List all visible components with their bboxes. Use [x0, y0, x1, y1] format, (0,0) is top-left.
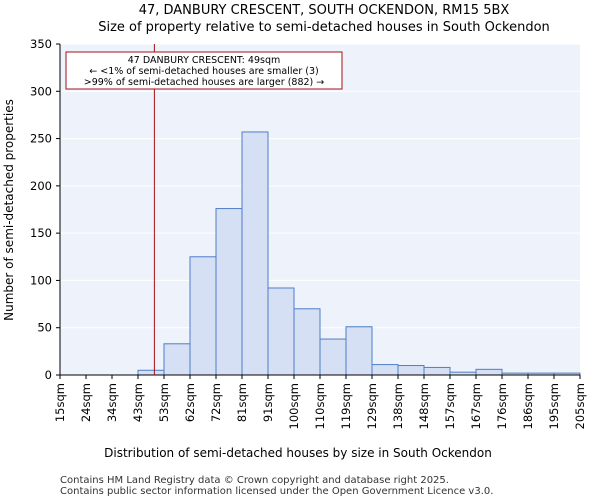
bar	[371, 364, 399, 376]
y-tick-label: 300	[30, 84, 52, 98]
y-tick-label: 100	[30, 273, 52, 287]
bar	[475, 368, 503, 376]
plot-area: 0 50 100 150 200 250 300 350 15sqm 24sqm 34sqm 43sq…	[30, 37, 587, 429]
chart-subtitle: Size of property relative to semi-detach…	[98, 20, 550, 35]
y-tick-label: 350	[30, 37, 52, 51]
bar	[163, 343, 191, 376]
chart-title: 47, DANBURY CRESCENT, SOUTH OCKENDON, RM…	[139, 3, 510, 18]
x-tick-label: 43sqm	[131, 383, 145, 422]
x-tick-label: 81sqm	[235, 383, 249, 422]
x-tick-label: 62sqm	[183, 383, 197, 422]
x-tick-label: 148sqm	[417, 383, 431, 429]
y-tick-label: 200	[30, 179, 52, 193]
x-tick-label: 24sqm	[79, 383, 93, 422]
x-tick-label: 100sqm	[287, 383, 301, 429]
y-tick-label: 150	[30, 226, 52, 240]
x-tick-label: 91sqm	[261, 383, 275, 422]
bar	[267, 287, 295, 376]
bar	[293, 308, 321, 376]
footer-line-2: Contains public sector information licen…	[60, 486, 493, 497]
annotation-line: 47 DANBURY CRESCENT: 49sqm	[128, 55, 280, 66]
x-tick-label: 129sqm	[365, 383, 379, 429]
bar	[189, 256, 217, 376]
bar	[423, 366, 451, 376]
x-tick-label: 53sqm	[157, 383, 171, 422]
x-axis-label: Distribution of semi-detached houses by …	[104, 446, 492, 460]
bar	[137, 369, 165, 376]
x-tick-label: 110sqm	[313, 383, 327, 429]
bar	[241, 131, 269, 376]
annotation-line: ← <1% of semi-detached houses are smalle…	[89, 66, 318, 77]
x-tick-label: 15sqm	[53, 383, 67, 422]
x-tick-label: 157sqm	[443, 383, 457, 429]
y-axis-label: Number of semi-detached properties	[2, 99, 16, 321]
y-tick-label: 50	[37, 321, 52, 335]
x-tick-label: 138sqm	[391, 383, 405, 429]
y-tick-label: 0	[45, 368, 52, 382]
bar	[319, 338, 347, 376]
x-tick-label: 72sqm	[209, 383, 223, 422]
annotation-box	[65, 51, 343, 90]
y-tick-label: 250	[30, 132, 52, 146]
x-tick-label: 119sqm	[339, 383, 353, 429]
annotation-line: >99% of semi-detached houses are larger …	[84, 77, 325, 88]
x-tick-label: 176sqm	[495, 383, 509, 429]
x-tick-label: 195sqm	[547, 383, 561, 429]
x-tick-label: 167sqm	[469, 383, 483, 429]
bar	[397, 365, 425, 376]
x-tick-label: 186sqm	[521, 383, 535, 429]
x-tick-label: 205sqm	[573, 383, 587, 429]
bar	[345, 326, 373, 376]
x-tick-label: 34sqm	[105, 383, 119, 422]
bar	[215, 208, 243, 376]
footer-line-1: Contains HM Land Registry data © Crown c…	[60, 475, 449, 486]
